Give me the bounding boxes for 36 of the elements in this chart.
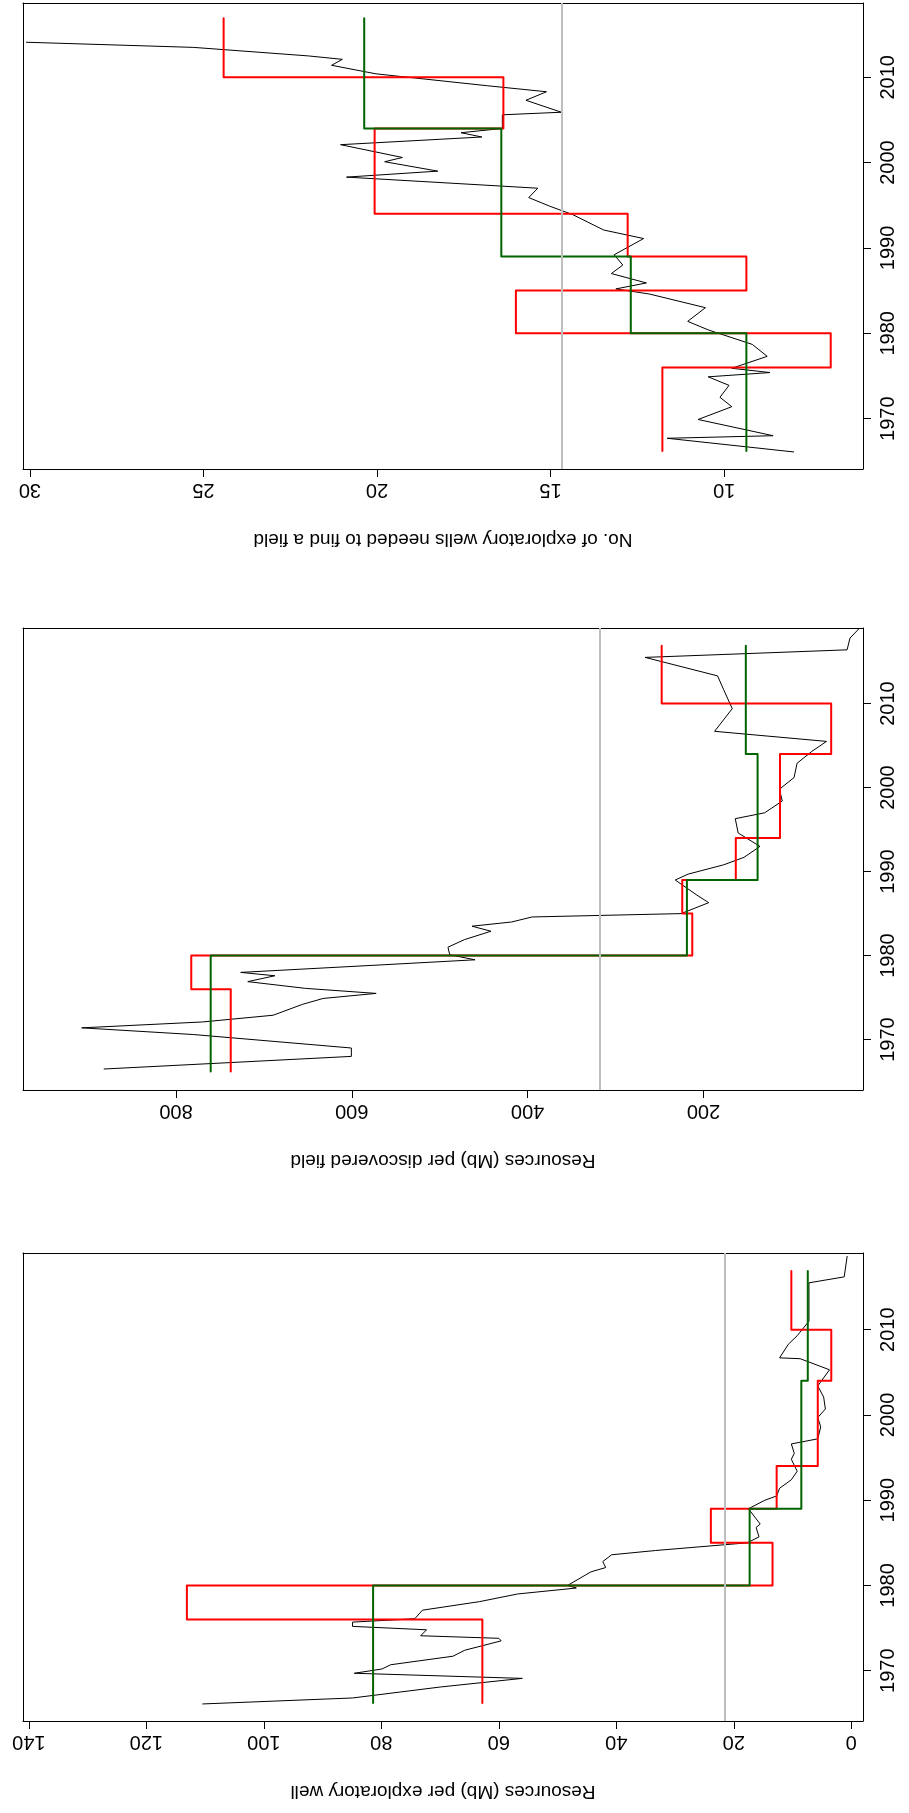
y-tick-label: 2010: [876, 1307, 898, 1352]
x-tick-label: 30: [18, 480, 42, 502]
x-axis-title: No. of exploratory wells needed to find a field: [253, 530, 633, 551]
y-tick-label: 1970: [876, 396, 898, 441]
x-tick-label: 600: [335, 1101, 369, 1123]
x-tick-label: 60: [487, 1732, 510, 1754]
x-tick-label: 120: [129, 1732, 164, 1754]
y-tick-label: 1990: [876, 849, 898, 894]
y-tick-label: 1970: [876, 1017, 898, 1062]
y-tick-label: 2000: [876, 1392, 898, 1438]
x-tick-label: 25: [192, 480, 215, 502]
x-tick-label: 20: [365, 480, 389, 502]
x-tick-label: 100: [247, 1732, 281, 1754]
y-tick-label: 1990: [876, 1477, 898, 1523]
y-tick-label: 2000: [876, 765, 898, 810]
x-tick-label: 140: [12, 1732, 46, 1754]
x-tick-label: 200: [686, 1101, 721, 1123]
x-tick-label: 10: [713, 480, 736, 502]
x-tick-label: 800: [159, 1101, 193, 1123]
x-tick-label: 400: [510, 1101, 545, 1123]
x-tick-label: 40: [605, 1732, 628, 1754]
y-tick-label: 1980: [876, 311, 898, 356]
y-tick-label: 1990: [876, 225, 898, 271]
y-tick-label: 1980: [876, 1563, 898, 1608]
x-axis-title: Resources (Mb) per exploratory well: [290, 1782, 596, 1803]
x-tick-label: 20: [722, 1732, 745, 1754]
y-tick-label: 1970: [876, 1648, 898, 1693]
y-tick-label: 2010: [876, 55, 898, 100]
y-tick-label: 1980: [876, 933, 898, 978]
x-tick-label: 15: [539, 480, 562, 502]
x-tick-label: 80: [370, 1732, 393, 1754]
x-tick-label: 0: [845, 1732, 857, 1754]
y-tick-label: 2000: [876, 140, 898, 185]
y-tick-label: 2010: [876, 681, 898, 726]
line-series: [25, 41, 795, 453]
x-axis-title: Resources (Mb) per discovered field: [290, 1151, 596, 1172]
